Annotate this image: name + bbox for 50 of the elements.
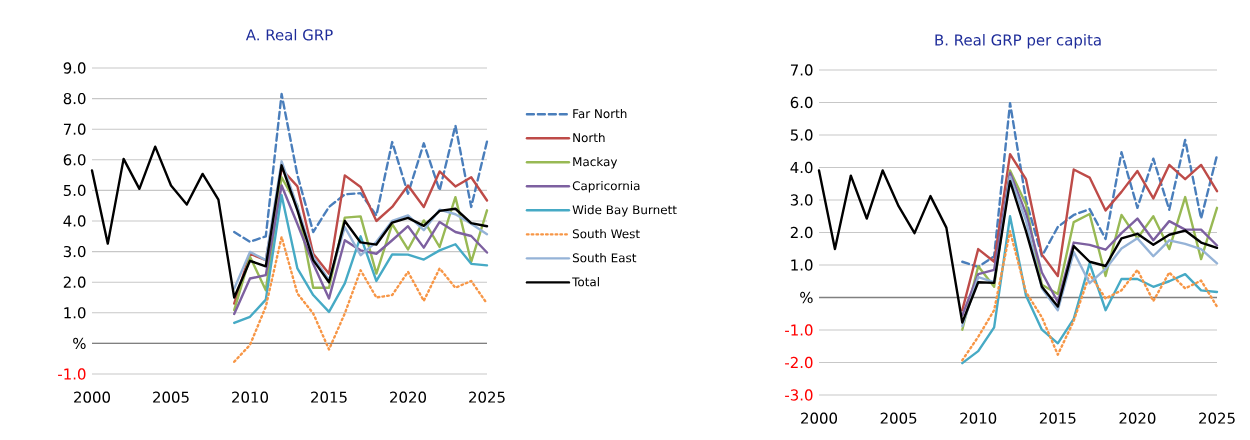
line-series	[233, 92, 489, 244]
y-tick-label: -1.0	[785, 324, 813, 336]
y-tick-label: 3.0	[790, 194, 813, 206]
y-tick-label: %	[800, 291, 813, 304]
x-tick-label: 2020	[390, 391, 427, 403]
y-tick-label: 1.0	[64, 307, 86, 319]
x-tick-label: 2010	[232, 391, 269, 403]
x-tick-label: 2000	[74, 391, 111, 403]
legend-label: North	[573, 132, 605, 143]
y-tick-label: 7.0	[63, 123, 86, 135]
y-tick-label: -1.0	[58, 368, 86, 380]
line-series	[90, 145, 489, 299]
x-tick-label: 2000	[801, 412, 838, 424]
x-tick-label: 2005	[880, 412, 917, 424]
x-tick-label: 2025	[469, 391, 505, 403]
line-series	[817, 169, 1219, 324]
legend-label: Total	[572, 277, 599, 287]
x-tick-label: 2005	[153, 391, 189, 403]
legend-label: South West	[572, 229, 640, 239]
line-series	[233, 235, 489, 363]
y-tick-label: 8.0	[63, 92, 86, 105]
legend-label: South East	[572, 253, 637, 263]
line-series	[961, 101, 1219, 269]
legend-label: Capricornia	[572, 180, 640, 193]
x-tick-label: 2010	[960, 412, 997, 424]
y-tick-label: 6.0	[790, 96, 813, 109]
y-tick-label: -2.0	[785, 356, 813, 369]
legend-label: Wide Bay Burnett	[572, 205, 677, 217]
x-tick-label: 2020	[1119, 412, 1156, 424]
y-tick-label: 9.0	[63, 62, 86, 74]
x-tick-label: 2015	[1039, 412, 1076, 424]
y-tick-label: 4.0	[63, 215, 86, 227]
y-tick-label: 6.0	[63, 154, 86, 166]
chart-title: B. Real GRP per capita	[935, 34, 1101, 49]
legend-label: Far North	[573, 108, 627, 119]
y-tick-label: 5.0	[790, 129, 813, 141]
y-tick-label: 1.0	[791, 259, 813, 271]
x-tick-label: 2015	[311, 391, 347, 403]
y-tick-label: 4.0	[790, 161, 813, 174]
y-tick-label: 2.0	[790, 226, 813, 239]
y-tick-label: 2.0	[63, 276, 86, 288]
y-tick-label: 7.0	[790, 64, 813, 76]
chart-title: A. Real GRP	[245, 28, 333, 41]
y-tick-label: 3.0	[63, 245, 86, 258]
legend-label: Mackay	[573, 156, 618, 169]
y-tick-label: -3.0	[785, 389, 813, 401]
y-tick-label: 5.0	[63, 184, 86, 197]
y-tick-label: %	[73, 337, 86, 350]
x-tick-label: 2025	[1199, 412, 1235, 424]
line-series	[233, 160, 489, 290]
